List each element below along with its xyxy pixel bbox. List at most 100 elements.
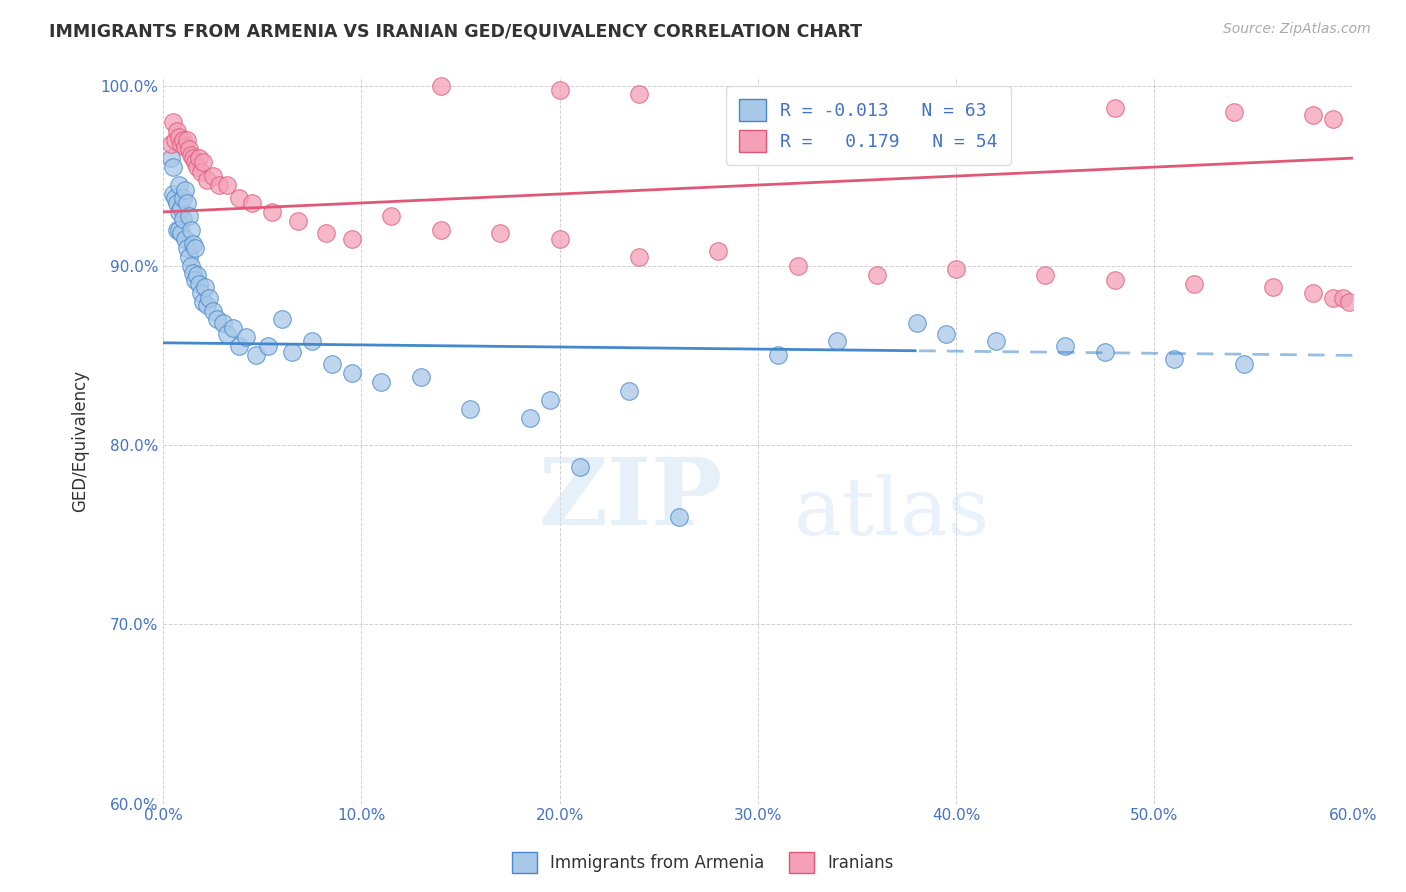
Point — [825, 334, 848, 348]
Point — [166, 223, 188, 237]
Point — [194, 280, 217, 294]
Point — [866, 94, 889, 108]
Point — [162, 160, 184, 174]
Point — [1331, 291, 1354, 305]
Point — [221, 321, 243, 335]
Point — [747, 90, 769, 104]
Point — [301, 334, 323, 348]
Point — [766, 348, 789, 362]
Point — [668, 509, 690, 524]
Point — [180, 147, 202, 161]
Point — [205, 312, 228, 326]
Point — [380, 209, 402, 223]
Point — [321, 357, 343, 371]
Point — [1322, 291, 1344, 305]
Point — [984, 334, 1007, 348]
Point — [1182, 277, 1205, 291]
Point — [242, 196, 264, 211]
Point — [160, 136, 183, 151]
Point — [186, 268, 208, 282]
Point — [905, 316, 928, 330]
Point — [235, 330, 257, 344]
Point — [1322, 112, 1344, 126]
Point — [187, 277, 209, 291]
Point — [195, 172, 218, 186]
Point — [172, 190, 194, 204]
Point — [191, 154, 214, 169]
Point — [167, 223, 190, 237]
Point — [340, 232, 363, 246]
Point — [165, 190, 187, 204]
Point — [160, 151, 183, 165]
Point — [866, 268, 889, 282]
Legend: Immigrants from Armenia, Iranians: Immigrants from Armenia, Iranians — [505, 846, 901, 880]
Point — [519, 411, 541, 425]
Point — [262, 205, 284, 219]
Point — [176, 241, 198, 255]
Point — [215, 178, 238, 192]
Point — [228, 339, 250, 353]
Y-axis label: GED/Equivalency: GED/Equivalency — [72, 369, 89, 512]
Point — [271, 312, 294, 326]
Point — [1094, 344, 1116, 359]
Point — [184, 241, 207, 255]
Text: ZIP: ZIP — [538, 454, 723, 543]
Point — [198, 291, 221, 305]
Point — [1222, 104, 1244, 119]
Point — [211, 316, 233, 330]
Point — [195, 298, 218, 312]
Point — [201, 169, 224, 183]
Point — [177, 209, 200, 223]
Point — [1302, 285, 1324, 300]
Point — [228, 190, 250, 204]
Point — [174, 183, 197, 197]
Legend: R = -0.013   N = 63, R =   0.179   N = 54: R = -0.013 N = 63, R = 0.179 N = 54 — [727, 87, 1011, 165]
Point — [1104, 273, 1126, 287]
Point — [617, 384, 640, 399]
Point — [172, 133, 194, 147]
Point — [281, 344, 304, 359]
Point — [167, 129, 190, 144]
Point — [548, 83, 571, 97]
Point — [181, 237, 204, 252]
Point — [945, 262, 967, 277]
Point — [190, 165, 212, 179]
Point — [167, 178, 190, 192]
Point — [191, 294, 214, 309]
Point — [568, 459, 591, 474]
Point — [166, 196, 188, 211]
Point — [1035, 268, 1057, 282]
Point — [176, 196, 198, 211]
Point — [180, 223, 202, 237]
Point — [184, 154, 207, 169]
Point — [1054, 339, 1077, 353]
Point — [170, 202, 193, 216]
Point — [176, 133, 198, 147]
Point — [257, 339, 280, 353]
Point — [180, 259, 202, 273]
Text: atlas: atlas — [793, 475, 988, 552]
Point — [170, 227, 193, 241]
Point — [181, 266, 204, 280]
Point — [165, 133, 187, 147]
Point — [538, 393, 561, 408]
Point — [786, 259, 808, 273]
Point — [489, 227, 512, 241]
Point — [429, 79, 451, 94]
Point — [162, 115, 184, 129]
Point — [162, 186, 184, 201]
Point — [167, 205, 190, 219]
Point — [1337, 294, 1360, 309]
Point — [627, 250, 650, 264]
Point — [548, 232, 571, 246]
Point — [429, 223, 451, 237]
Point — [245, 348, 267, 362]
Point — [208, 178, 231, 192]
Point — [460, 402, 482, 417]
Point — [215, 326, 238, 341]
Point — [409, 370, 432, 384]
Point — [1233, 357, 1256, 371]
Point — [370, 376, 392, 390]
Point — [172, 212, 194, 227]
Point — [707, 244, 730, 259]
